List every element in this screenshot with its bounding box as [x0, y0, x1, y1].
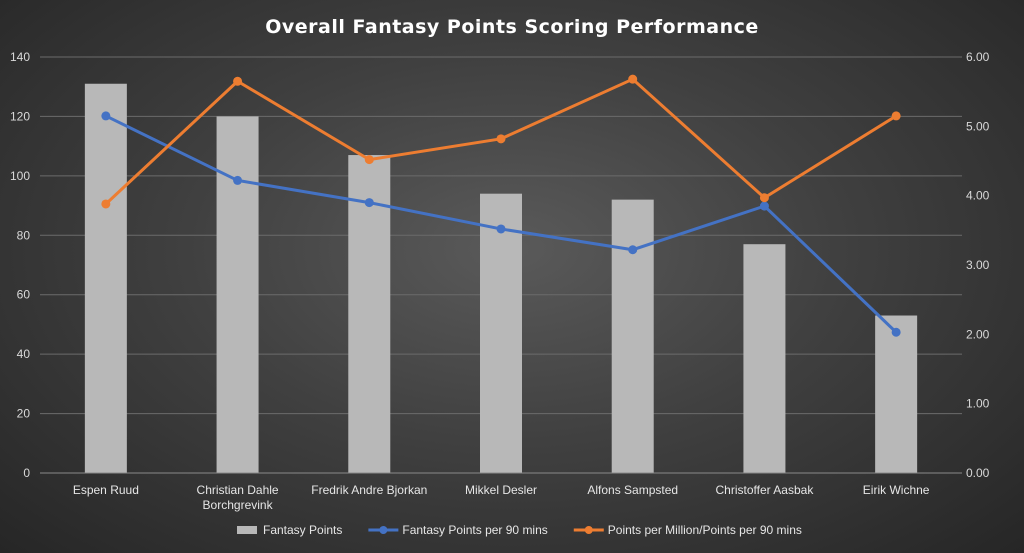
left-axis-tick-label: 0: [23, 466, 30, 480]
data-point: [233, 76, 243, 86]
legend: Fantasy Points Fantasy Points per 90 mins…: [237, 523, 802, 537]
right-axis-tick-label: 1.00: [966, 397, 990, 411]
category-label: Fredrik Andre Bjorkan: [311, 483, 427, 497]
data-point: [233, 175, 243, 185]
legend-swatch-marker: [379, 526, 388, 534]
category-label: Christoffer Aasbak: [716, 483, 815, 497]
legend-label: Points per Million/Points per 90 mins: [608, 523, 802, 537]
left-axis-tick-label: 20: [17, 407, 31, 421]
data-point: [496, 134, 506, 144]
left-axis-tick-label: 40: [17, 347, 31, 361]
chart-title: Overall Fantasy Points Scoring Performan…: [265, 16, 759, 38]
data-point: [891, 327, 901, 337]
left-axis-tick-label: 80: [17, 228, 31, 242]
bar: [743, 244, 786, 473]
data-point: [101, 111, 111, 121]
line-series: [101, 74, 901, 337]
category-label: Christian Dahle: [197, 483, 279, 497]
legend-label: Fantasy Points per 90 mins: [402, 523, 547, 537]
right-axis-tick-label: 2.00: [966, 327, 990, 341]
right-axis-tick-label: 6.00: [966, 50, 990, 64]
right-axis-tick-label: 3.00: [966, 258, 990, 272]
data-point: [496, 224, 506, 234]
right-axis-tick-label: 5.00: [966, 119, 990, 133]
bar: [84, 83, 127, 473]
axes: 0 20 40 60 80 100 120 140 0.00 1.00 2.00 3.00 4.00 5.…: [10, 50, 990, 512]
data-point: [759, 201, 769, 211]
right-axis-tick-label: 0.00: [966, 466, 990, 480]
bar: [875, 315, 918, 473]
bar-series: [84, 83, 918, 474]
legend-swatch-marker: [584, 526, 593, 534]
data-point: [364, 198, 374, 208]
data-point: [628, 74, 638, 84]
data-point: [101, 199, 111, 209]
left-axis-tick-label: 60: [17, 288, 31, 302]
left-axis-tick-label: 120: [10, 109, 30, 123]
data-point: [891, 111, 901, 121]
left-axis-tick-label: 100: [10, 169, 30, 183]
data-point: [364, 155, 374, 165]
bar: [611, 199, 654, 473]
category-label: Espen Ruud: [73, 483, 139, 497]
data-point: [628, 245, 638, 255]
bar: [348, 155, 391, 474]
bar: [216, 116, 259, 473]
category-label: Eirik Wichne: [863, 483, 930, 497]
category-label: Borchgrevink: [203, 498, 274, 512]
bar: [480, 193, 522, 473]
category-label: Alfons Sampsted: [587, 483, 678, 497]
legend-swatch-bar: [237, 526, 257, 534]
legend-label: Fantasy Points: [263, 523, 342, 537]
left-axis-tick-label: 140: [10, 50, 30, 64]
right-axis-tick-label: 4.00: [966, 189, 990, 203]
category-label: Mikkel Desler: [465, 483, 537, 497]
data-point: [759, 193, 769, 203]
